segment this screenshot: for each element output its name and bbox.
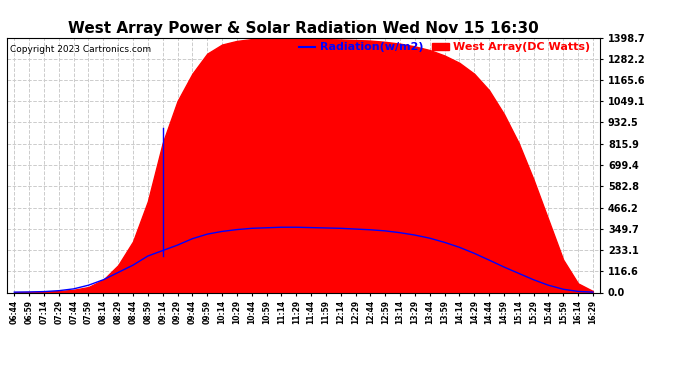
Title: West Array Power & Solar Radiation Wed Nov 15 16:30: West Array Power & Solar Radiation Wed N… xyxy=(68,21,539,36)
Text: Copyright 2023 Cartronics.com: Copyright 2023 Cartronics.com xyxy=(10,45,151,54)
Legend: Radiation(w/m2), West Array(DC Watts): Radiation(w/m2), West Array(DC Watts) xyxy=(294,38,595,57)
